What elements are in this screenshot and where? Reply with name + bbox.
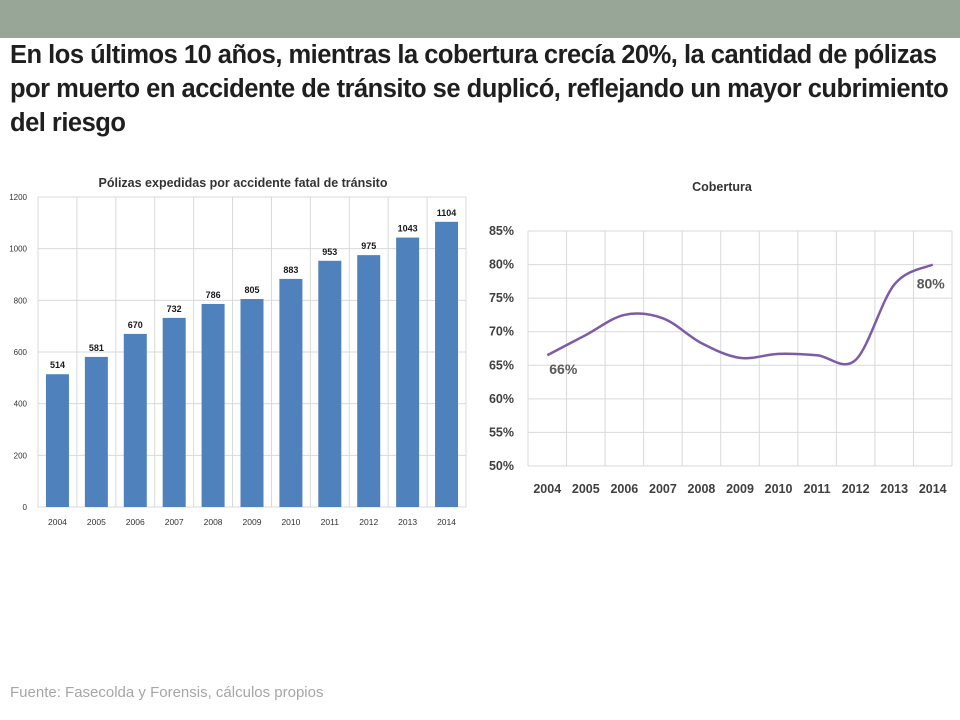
y-tick-label: 1200	[9, 193, 27, 202]
x-tick-label: 2013	[880, 482, 908, 496]
x-tick-label: 2013	[398, 517, 417, 527]
y-tick-label: 65%	[489, 358, 514, 372]
bar	[396, 237, 420, 507]
x-tick-label: 2009	[726, 482, 754, 496]
line-chart-title: Cobertura	[692, 180, 753, 194]
y-tick-label: 60%	[489, 392, 514, 406]
bar	[123, 333, 147, 507]
line-chart: Cobertura 50% 55% 60% 65% 70% 75% 80% 85% 2004 20…	[489, 180, 953, 496]
line-value-label: 66%	[549, 361, 578, 377]
bar	[162, 317, 186, 507]
y-tick-label: 800	[14, 296, 28, 305]
x-tick-label: 2005	[87, 517, 106, 527]
y-tick-label: 400	[14, 400, 28, 409]
line-value-label: 80%	[917, 276, 946, 292]
series-line	[546, 263, 934, 366]
x-tick-label: 2006	[126, 517, 145, 527]
bar-chart: Pólizas expedidas por accidente fatal de…	[9, 176, 467, 527]
bar-value-label: 581	[89, 343, 104, 353]
bar	[279, 278, 303, 507]
x-tick-label: 2004	[533, 482, 561, 496]
x-tick-label: 2006	[610, 482, 638, 496]
bar-value-label: 732	[167, 304, 182, 314]
bar	[318, 260, 342, 507]
bar-chart-title: Pólizas expedidas por accidente fatal de…	[99, 176, 388, 190]
x-tick-label: 2008	[204, 517, 223, 527]
x-tick-label: 2012	[359, 517, 378, 527]
bar	[84, 356, 108, 507]
bar	[357, 255, 381, 507]
x-tick-label: 2009	[243, 517, 262, 527]
y-tick-label: 1000	[9, 245, 27, 254]
x-tick-label: 2008	[688, 482, 716, 496]
x-tick-label: 2014	[919, 482, 947, 496]
y-tick-label: 0	[23, 503, 28, 512]
bar-value-label: 514	[50, 360, 65, 370]
x-tick-label: 2011	[321, 517, 340, 527]
top-band	[0, 0, 960, 38]
x-tick-label: 2010	[281, 517, 300, 527]
y-tick-label: 75%	[489, 291, 514, 305]
x-tick-label: 2004	[48, 517, 67, 527]
x-tick-label: 2005	[572, 482, 600, 496]
y-tick-label: 50%	[489, 459, 514, 473]
x-tick-label: 2011	[804, 482, 831, 496]
bar-value-label: 975	[361, 241, 376, 251]
bar-value-label: 1043	[398, 224, 418, 234]
y-tick-label: 85%	[489, 224, 514, 238]
y-tick-label: 600	[14, 348, 28, 357]
x-tick-label: 2007	[165, 517, 184, 527]
page-title: En los últimos 10 años, mientras la cobe…	[10, 41, 949, 137]
bar	[201, 303, 225, 507]
y-tick-label: 80%	[489, 258, 514, 272]
bar	[435, 221, 459, 508]
bar	[240, 299, 264, 507]
bar-value-label: 883	[283, 265, 298, 275]
bar-value-label: 1104	[437, 208, 457, 218]
x-tick-label: 2012	[842, 482, 870, 496]
y-tick-label: 55%	[489, 425, 514, 439]
bar-value-label: 786	[206, 290, 221, 300]
y-tick-label: 70%	[489, 325, 514, 339]
x-tick-label: 2007	[649, 482, 677, 496]
bar-value-label: 953	[322, 247, 337, 257]
source-note: Fuente: Fasecolda y Forensis, cálculos p…	[10, 684, 324, 701]
bar-value-label: 805	[244, 285, 259, 295]
y-tick-label: 200	[14, 451, 28, 460]
x-tick-label: 2014	[437, 517, 456, 527]
bar-value-label: 670	[128, 320, 143, 330]
bar	[45, 374, 69, 507]
x-tick-label: 2010	[765, 482, 793, 496]
